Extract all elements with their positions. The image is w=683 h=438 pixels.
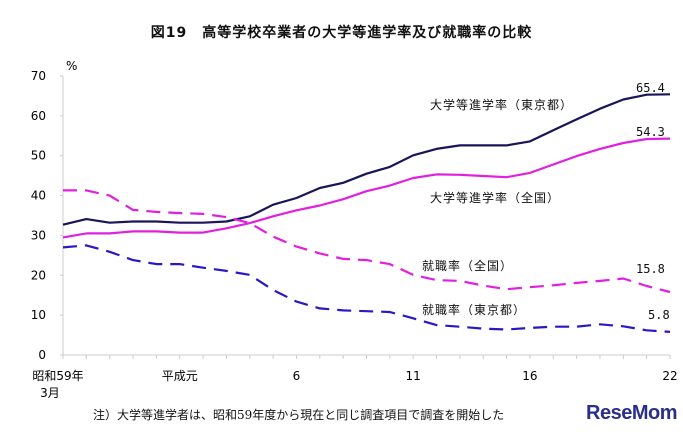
y-tick-label: 10 <box>31 308 46 322</box>
end-value-tokyo-university: 65.4 <box>636 81 665 95</box>
series-label-national-employment: 就職率（全国） <box>422 259 514 273</box>
y-tick-label: 20 <box>31 268 46 282</box>
y-tick-label: 70 <box>31 69 46 83</box>
x-tick-label: 22 <box>662 369 677 383</box>
series-label-tokyo-employment: 就職率（東京都） <box>422 303 527 317</box>
y-tick-label: 0 <box>38 348 46 362</box>
y-axis-unit: % <box>66 59 77 73</box>
y-tick-label: 50 <box>31 149 46 163</box>
x-tick-label: 11 <box>406 369 421 383</box>
end-value-national-university: 54.3 <box>636 125 665 139</box>
series-label-national-university: 大学等進学率（全国） <box>430 191 561 205</box>
series-line-2 <box>63 189 671 294</box>
series-line-3 <box>62 244 671 333</box>
x-tick-label: 昭和59年 <box>32 369 83 383</box>
y-tick-label: 60 <box>31 109 46 123</box>
y-tick-label: 30 <box>31 228 46 242</box>
x-tick-label: 16 <box>522 369 537 383</box>
x-tick-label: 6 <box>293 369 301 383</box>
series-line-0 <box>62 93 671 226</box>
end-value-tokyo-employment: 5.8 <box>648 308 670 322</box>
footnote: 注）大学等進学者は、昭和59年度から現在と同じ調査項目で調査を開始した <box>93 408 505 422</box>
y-tick-label: 40 <box>31 189 46 203</box>
end-value-national-employment: 15.8 <box>636 262 665 276</box>
x-tick-label-line2: 3月 <box>40 386 60 400</box>
chart-title: 図19 高等学校卒業者の大学等進学率及び就職率の比較 <box>150 25 533 41</box>
series-label-tokyo-university: 大学等進学率（東京都） <box>430 98 574 112</box>
x-tick-label: 平成元 <box>162 369 198 383</box>
resemom-logo: ReseMom <box>584 402 677 425</box>
